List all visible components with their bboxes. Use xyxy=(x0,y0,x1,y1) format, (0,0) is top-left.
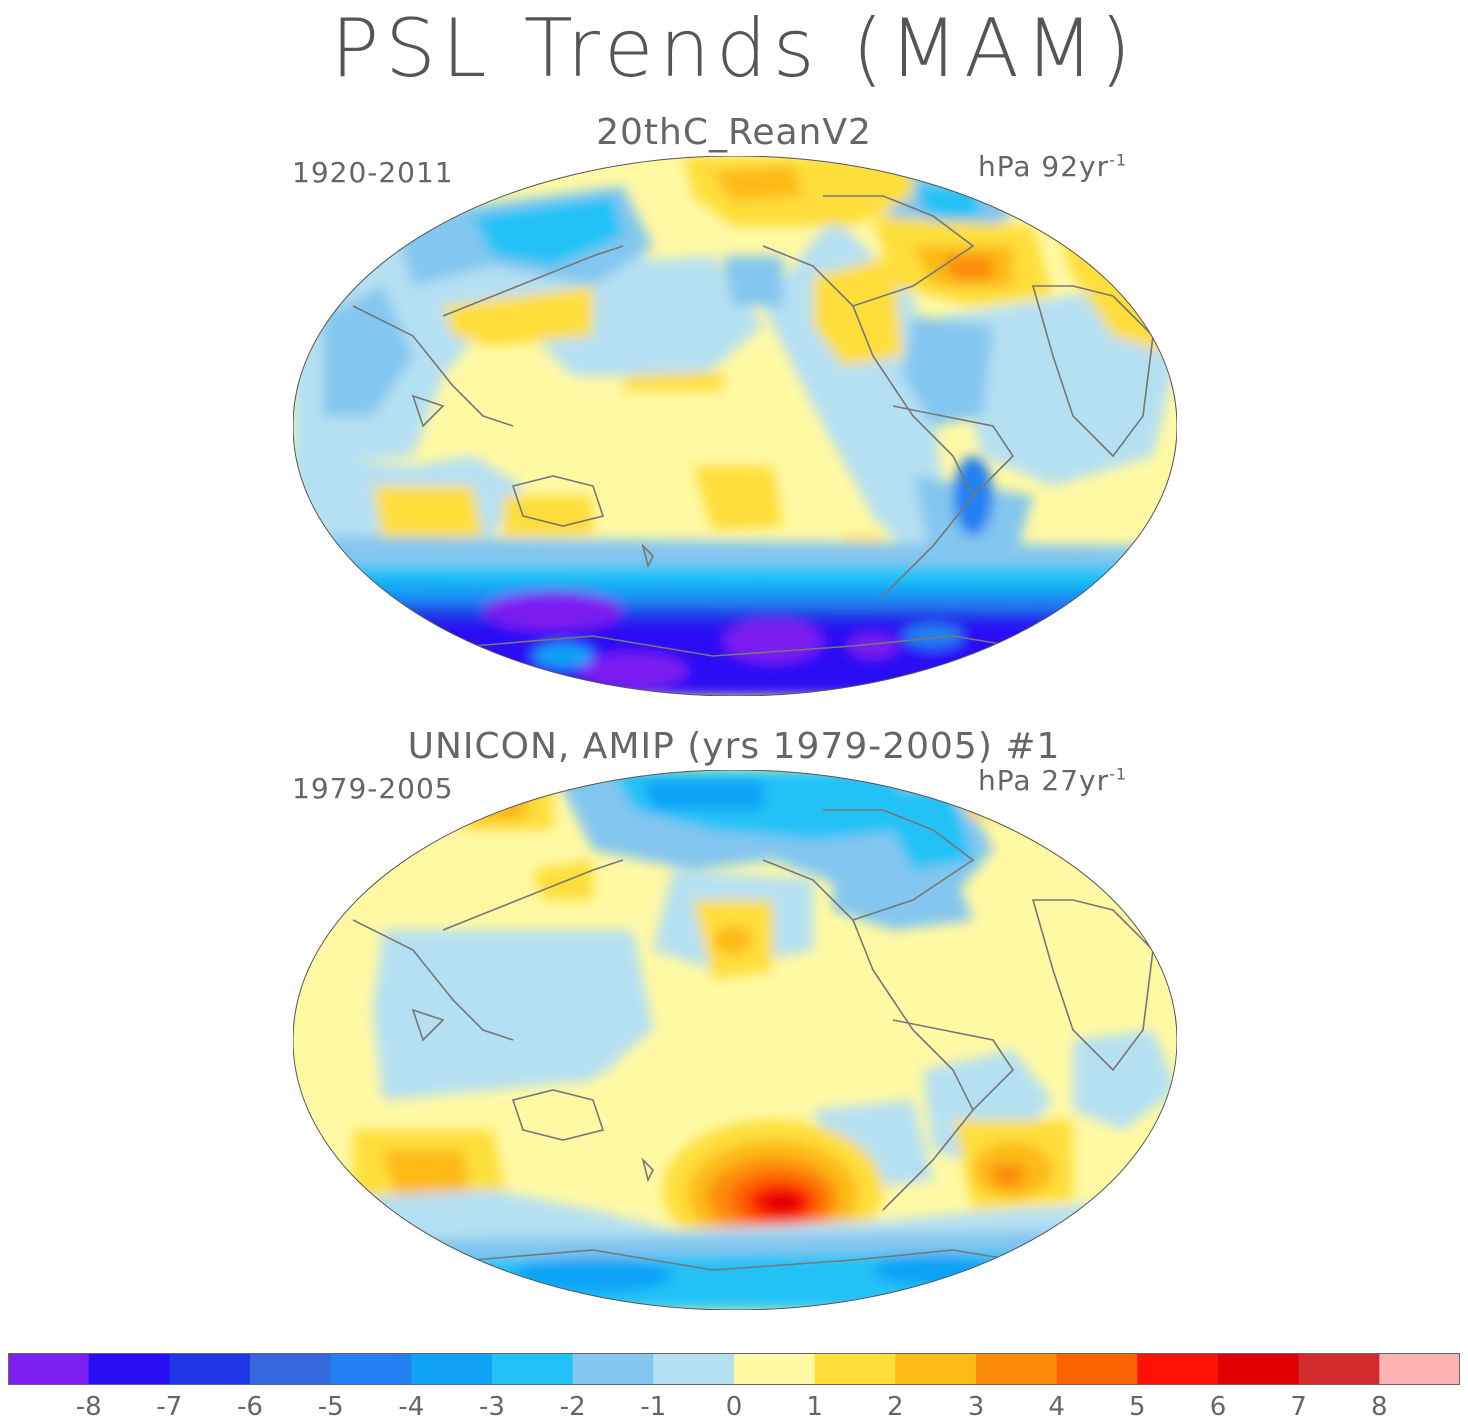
colorbar-swatch xyxy=(734,1353,816,1385)
colorbar-swatch xyxy=(1218,1353,1300,1385)
colorbar-tick-label: 2 xyxy=(887,1392,904,1422)
colorbar-swatch xyxy=(976,1353,1058,1385)
colorbar-tick-label: 1 xyxy=(806,1392,823,1422)
colorbar-tick-label: -7 xyxy=(156,1392,183,1422)
panel-title-bottom: UNICON, AMIP (yrs 1979-2005) #1 xyxy=(407,726,1061,767)
colorbar-tick-label: -6 xyxy=(237,1392,263,1422)
colorbar-tick-label: 5 xyxy=(1129,1392,1146,1422)
period-label-bottom: 1979-2005 xyxy=(292,772,454,805)
panel-title-top: 20thC_ReanV2 xyxy=(596,112,872,153)
colorbar-swatch xyxy=(411,1353,493,1385)
colorbar-tick-label: 6 xyxy=(1209,1392,1227,1422)
colorbar-swatch xyxy=(492,1353,574,1385)
page-title: PSL Trends (MAM) xyxy=(330,2,1138,95)
colorbar-tick-label: 7 xyxy=(1290,1392,1307,1422)
colorbar-tick-label: -4 xyxy=(398,1392,425,1422)
colorbar-swatch xyxy=(572,1353,654,1385)
colorbar-swatch xyxy=(895,1353,977,1385)
colorbar-tick-label: 3 xyxy=(967,1392,985,1422)
colorbar-swatch xyxy=(169,1353,251,1385)
colorbar-tick-label: -2 xyxy=(559,1392,586,1422)
colorbar-swatch xyxy=(8,1353,90,1385)
colorbar-swatch xyxy=(1056,1353,1138,1385)
units-label-top: hPa 92yr-1 xyxy=(978,150,1128,183)
colorbar-tick-label: -3 xyxy=(479,1392,505,1422)
colorbar-tick-label: 0 xyxy=(725,1392,743,1422)
colorbar-swatch xyxy=(250,1353,332,1385)
colorbar-swatch xyxy=(88,1353,170,1385)
colorbar xyxy=(8,1353,1460,1385)
colorbar-tick-label: -5 xyxy=(317,1392,344,1422)
colorbar-tick-label: -1 xyxy=(640,1392,667,1422)
colorbar-swatch xyxy=(330,1353,412,1385)
colorbar-swatch xyxy=(1137,1353,1219,1385)
psl-trend-map-reanalysis xyxy=(293,156,1177,696)
colorbar-swatch xyxy=(1379,1353,1460,1385)
colorbar-tick-label: 4 xyxy=(1048,1392,1065,1422)
colorbar-tick-label: -8 xyxy=(75,1392,102,1422)
colorbar-swatch xyxy=(814,1353,896,1385)
period-label-top: 1920-2011 xyxy=(292,156,454,189)
psl-trend-map-unicon-amip xyxy=(293,770,1177,1310)
colorbar-swatch xyxy=(653,1353,735,1385)
colorbar-swatch xyxy=(1298,1353,1380,1385)
units-label-bottom: hPa 27yr-1 xyxy=(978,764,1128,797)
colorbar-tick-label: 8 xyxy=(1371,1392,1388,1422)
